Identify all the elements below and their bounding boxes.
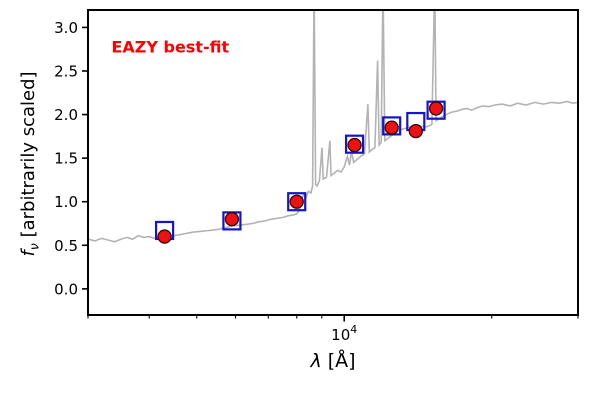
- observed-photometry-point: [428, 101, 444, 116]
- annotation-eazy-best-fit: EAZY best-fit: [111, 37, 230, 57]
- observed-photometry-point: [408, 123, 423, 139]
- x-tick-label: 104: [331, 323, 357, 344]
- observed-photometry-point: [157, 229, 172, 244]
- x-axis-label-units: [Å]: [321, 350, 356, 372]
- model-photometry-point: [344, 134, 365, 154]
- model-spectrum-line: [88, 10, 578, 243]
- axes-frame: [87, 9, 579, 316]
- y-axis-label-symbol: f: [18, 250, 39, 257]
- y-tick-label: 3.0: [54, 19, 78, 37]
- model-photometry-point: [287, 192, 307, 212]
- y-tick-label: 1.0: [54, 193, 78, 211]
- y-tick-label: 0.5: [54, 237, 78, 255]
- y-axis-label-subscript: ν: [26, 243, 42, 251]
- y-axis-label-units: [arbitrarily scaled]: [18, 71, 39, 244]
- x-axis-label-symbol: λ: [310, 350, 322, 372]
- observed-photometry-point: [289, 194, 304, 209]
- y-tick-label: 0.0: [54, 280, 78, 298]
- y-tick-label: 2.0: [54, 106, 78, 124]
- y-axis-label: fν [arbitrarily scaled]: [18, 34, 42, 294]
- y-tick-label: 1.5: [54, 150, 78, 168]
- observed-photometry-point: [224, 211, 240, 227]
- x-axis-label: λ [Å]: [88, 350, 578, 372]
- y-tick-label: 2.5: [54, 63, 78, 81]
- observed-photometry-point: [384, 120, 399, 135]
- observed-photometry-point: [347, 137, 362, 153]
